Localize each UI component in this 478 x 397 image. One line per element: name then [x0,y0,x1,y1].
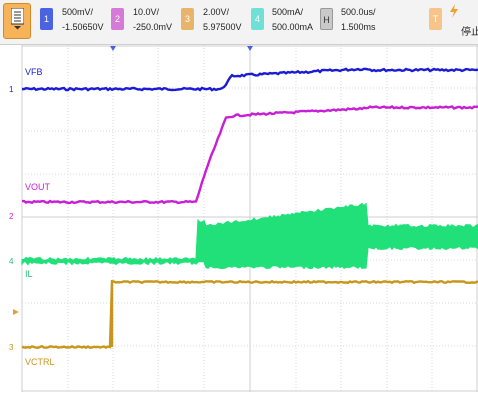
horizontal-settings[interactable]: 500.0us/ 1.500ms [341,6,376,36]
channel-4-scale: 500mA/ [272,7,304,17]
vctrl-label: VCTRL [25,357,55,367]
waveform-canvas: VFB VOUT IL VCTRL 1 2 4 3 [0,45,478,392]
vfb-ground-marker[interactable]: 1 [9,85,14,94]
channel-1-offset: -1.50650V [62,22,104,32]
horizontal-scale: 500.0us/ [341,7,376,17]
lightning-icon [449,4,459,18]
channel-3-settings[interactable]: 2.00V/ 5.97500V [203,6,242,36]
vfb-waveform [21,67,478,92]
channel-2-button[interactable]: 2 [111,8,124,30]
channel-3-offset: 5.97500V [203,22,242,32]
channel-3-scale: 2.00V/ [203,7,230,17]
channel-2-scale: 10.0V/ [133,7,160,17]
center-time-marker [247,46,253,51]
waveform-display[interactable]: VFB VOUT IL VCTRL 1 2 4 3 [0,45,478,392]
trigger-time-marker[interactable] [110,46,116,51]
vout-ground-marker[interactable]: 2 [9,212,14,221]
vout-waveform [22,105,478,205]
il-waveform [21,202,478,270]
channel-4-button[interactable]: 4 [251,8,264,30]
il-ground-marker[interactable]: 4 [9,257,14,266]
acquisition-status: 停止 [461,27,478,38]
traces-layer [21,67,478,350]
menu-button[interactable] [3,3,31,39]
trigger-level-marker[interactable] [13,309,19,315]
channel-2-settings[interactable]: 10.0V/ -250.0mV [133,6,172,36]
channel-toolbar: 1 500mV/ -1.50650V 2 10.0V/ -250.0mV 3 2… [0,0,478,45]
horizontal-position: 1.500ms [341,22,376,32]
vctrl-ground-marker[interactable]: 3 [9,343,14,352]
vfb-label: VFB [25,67,43,77]
channel-1-settings[interactable]: 500mV/ -1.50650V [62,6,104,36]
il-label: IL [25,269,33,279]
vout-label: VOUT [25,182,51,192]
channel-4-settings[interactable]: 500mA/ 500.00mA [272,6,313,36]
channel-2-offset: -250.0mV [133,22,173,32]
channel-1-scale: 500mV/ [62,7,94,17]
horizontal-button[interactable]: H [320,8,333,30]
vctrl-waveform [21,279,478,350]
trigger-button[interactable]: T [429,8,442,30]
channel-3-button[interactable]: 3 [181,8,194,30]
channel-1-button[interactable]: 1 [40,8,53,30]
channel-4-offset: 500.00mA [272,22,314,32]
menu-list-icon [11,8,24,30]
